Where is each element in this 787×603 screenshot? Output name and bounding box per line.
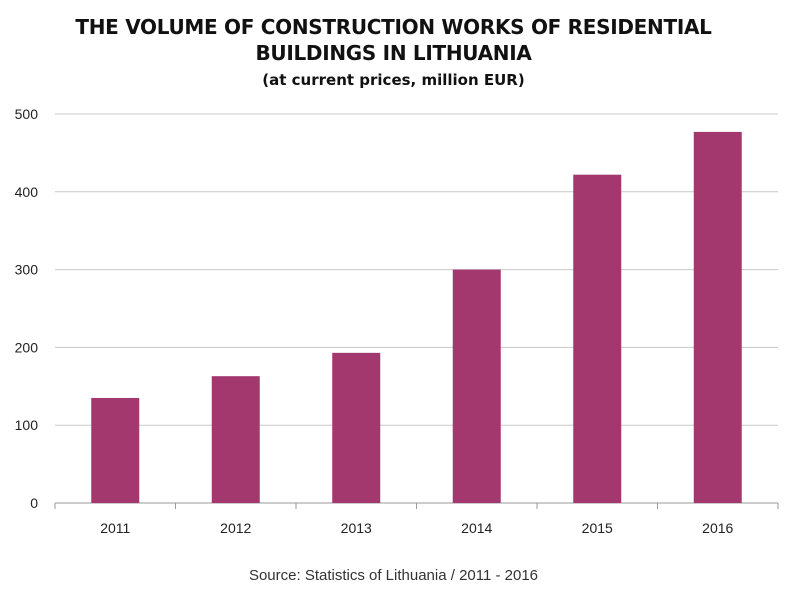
source-note: Source: Statistics of Lithuania / 2011 -… — [248, 567, 539, 584]
y-tick-label: 300 — [15, 262, 39, 278]
bar — [91, 397, 140, 503]
bar — [693, 131, 742, 504]
bar — [573, 174, 622, 503]
bar — [211, 376, 260, 503]
y-tick-label: 200 — [15, 339, 39, 355]
chart-subtitle: (at current prices, million EUR) — [262, 71, 525, 89]
chart-title-line-1: THE VOLUME OF CONSTRUCTION WORKS OF RESI… — [75, 15, 712, 39]
x-tick-label: 2013 — [341, 520, 372, 536]
y-tick-label: 400 — [15, 184, 39, 200]
bar — [332, 352, 381, 503]
y-tick-label: 100 — [15, 417, 39, 433]
x-tick-label: 2012 — [220, 520, 251, 536]
chart-title: THE VOLUME OF CONSTRUCTION WORKS OF RESI… — [0, 14, 787, 66]
x-tick-label: 2015 — [582, 520, 613, 536]
y-tick-label: 500 — [15, 106, 39, 122]
x-tick-label: 2014 — [461, 520, 492, 536]
y-tick-label: 0 — [30, 495, 38, 511]
bar-chart: 0 100 200 300 400 500 2011 2012 2013 2014 2015 2016 — [15, 106, 779, 536]
bar — [452, 269, 501, 503]
x-tick-label: 2011 — [100, 520, 130, 536]
chart-title-line-2: BUILDINGS IN LITHUANIA — [255, 41, 532, 65]
x-tick-label: 2016 — [702, 520, 733, 536]
